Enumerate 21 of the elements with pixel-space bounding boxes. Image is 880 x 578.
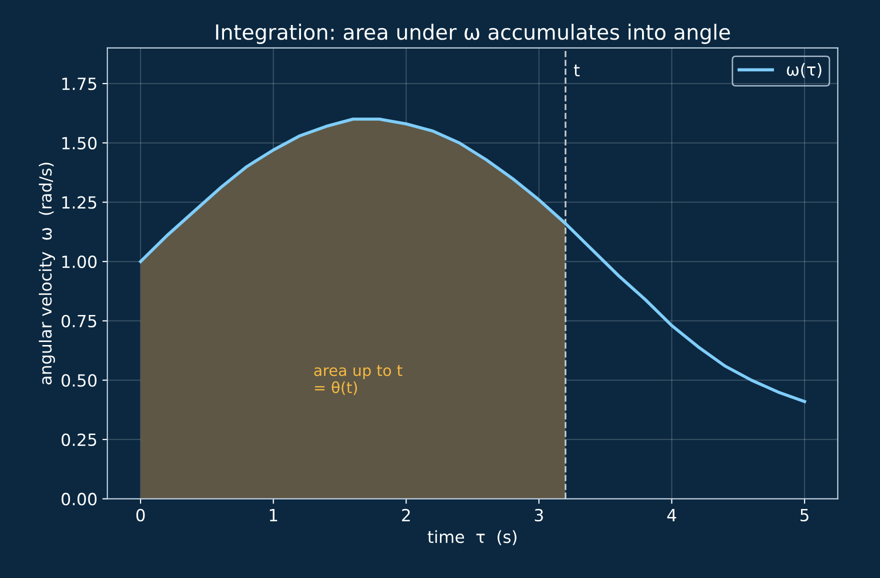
chart-title: Integration: area under ω accumulates into angle [216,24,730,44]
ref-line-label: t [574,64,580,76]
y-tick-label: 1.50 [62,136,97,150]
x-tick-label: 5 [800,509,808,522]
y-tick-label: 0.00 [62,492,97,506]
y-tick-label: 1.25 [62,196,96,209]
x-tick-label: 0 [136,508,145,522]
y-tick-label: 0.25 [62,433,96,446]
legend-label: ω(τ) [786,62,822,78]
y-tick-label: 1.00 [62,255,97,268]
y-tick-label: 0.75 [62,314,96,328]
x-axis-title: time τ (s) [428,530,516,546]
x-tick-label: 1 [270,509,278,522]
line-series [139,118,806,404]
x-tick-label: 4 [667,509,676,522]
x-tick-label: 2 [402,508,410,522]
y-tick-label: 1.75 [62,78,96,90]
annotation: area up to t = θ(t) [314,365,402,396]
y-axis-title: angular velocity ω (rad/s) [38,162,55,384]
x-tick-label: 3 [534,508,543,522]
y-tick-label: 0.50 [62,374,97,387]
